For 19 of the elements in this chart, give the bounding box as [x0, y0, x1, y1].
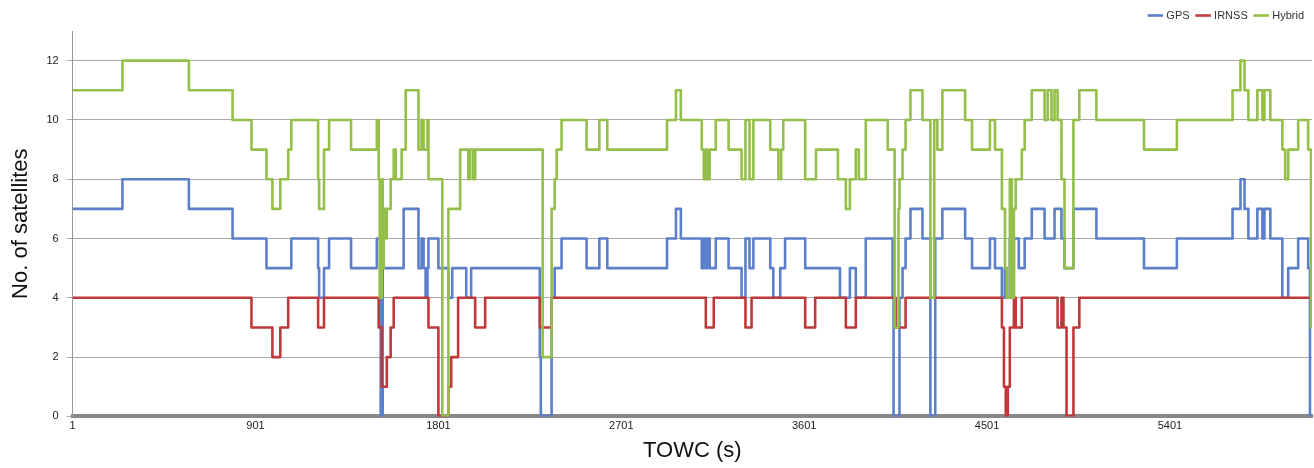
- y-tick-label: 12: [46, 53, 59, 66]
- y-tick-label: 10: [46, 112, 59, 125]
- x-tick-label: 3601: [791, 419, 817, 432]
- x-tick-label: 1: [69, 419, 76, 432]
- x-tick-label: 901: [246, 419, 265, 432]
- y-tick-label: 6: [52, 231, 59, 244]
- y-tick-label: 2: [52, 350, 59, 363]
- x-tick-label: 4501: [974, 419, 1000, 432]
- y-tick-label: 4: [52, 290, 59, 303]
- x-tick-label: 1801: [426, 419, 451, 432]
- y-tick-label: 8: [52, 172, 59, 185]
- y-tick-label: 0: [52, 409, 59, 422]
- legend-label: IRNSS: [1214, 8, 1248, 21]
- x-tick-label: 2701: [609, 419, 634, 432]
- legend-label: Hybrid: [1272, 8, 1305, 21]
- x-tick-label: 5401: [1157, 419, 1183, 432]
- legend-label: GPS: [1166, 8, 1190, 21]
- x-axis-title: TOWC (s): [643, 436, 742, 462]
- y-axis-title: No. of satellites: [7, 148, 33, 299]
